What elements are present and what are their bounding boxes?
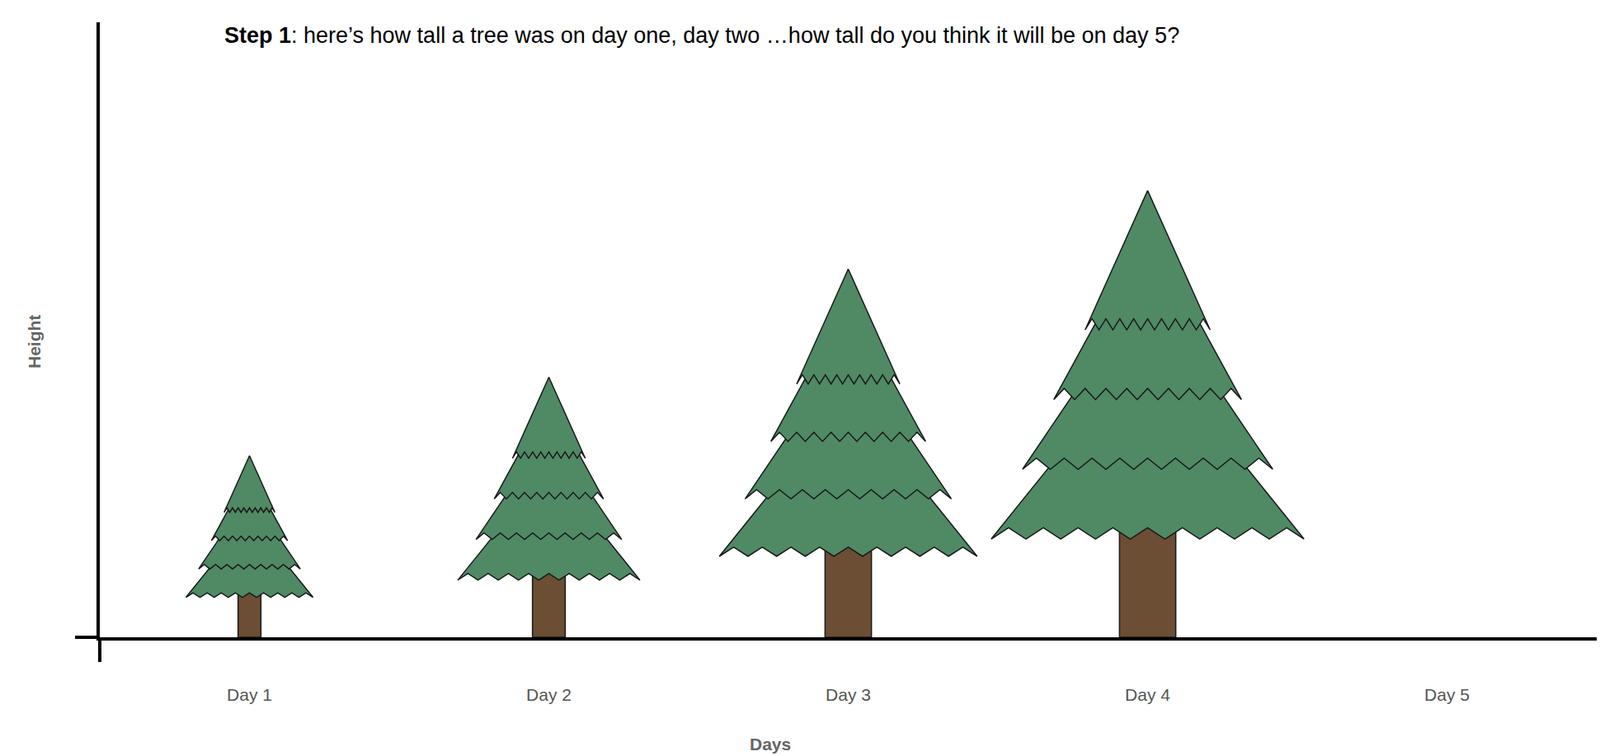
svg-text:Step 1: here’s how tall a tree: Step 1: here’s how tall a tree was on da…: [224, 23, 1180, 48]
svg-text:Day 1: Day 1: [226, 685, 273, 705]
svg-text:Days: Days: [749, 734, 791, 754]
svg-text:Day 2: Day 2: [526, 685, 572, 705]
svg-text:Day 5: Day 5: [1424, 685, 1470, 705]
svg-text:Day 4: Day 4: [1124, 685, 1171, 705]
svg-text:Day 3: Day 3: [825, 685, 871, 705]
svg-text:Height: Height: [24, 315, 44, 369]
